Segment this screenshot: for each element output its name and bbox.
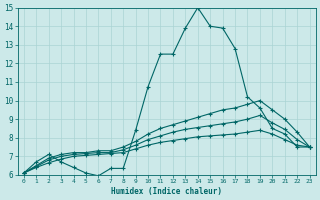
X-axis label: Humidex (Indice chaleur): Humidex (Indice chaleur) <box>111 187 222 196</box>
